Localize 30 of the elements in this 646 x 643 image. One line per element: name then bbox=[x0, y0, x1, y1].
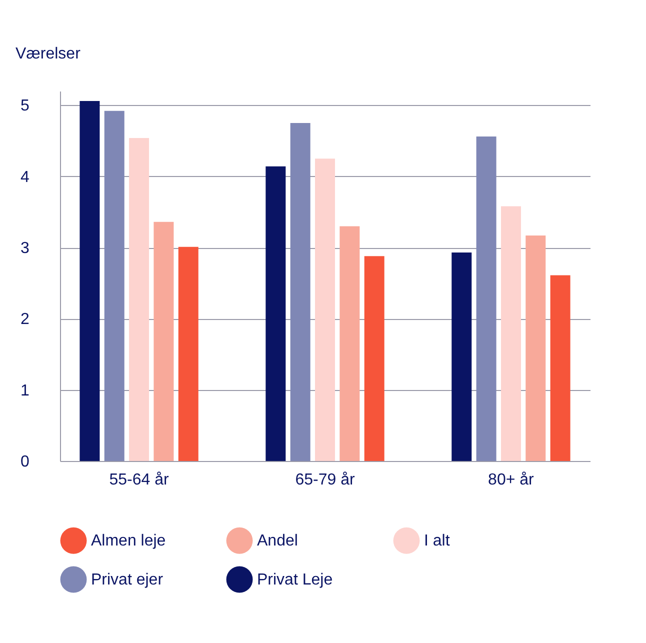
bar bbox=[452, 252, 472, 461]
bar bbox=[550, 275, 570, 461]
y-tick-label: 3 bbox=[20, 240, 30, 258]
x-tick-label: 65-79 år bbox=[295, 472, 356, 488]
bar bbox=[154, 222, 174, 461]
x-tick-label: 55-64 år bbox=[109, 472, 170, 488]
y-tick-label: 4 bbox=[20, 168, 30, 186]
x-tick-label: 80+ år bbox=[488, 472, 535, 488]
legend-label: Almen leje bbox=[91, 532, 166, 550]
bar bbox=[476, 136, 496, 461]
bar bbox=[315, 158, 335, 461]
bar bbox=[526, 235, 546, 461]
bar bbox=[80, 100, 100, 461]
y-tick-label: 1 bbox=[20, 382, 30, 400]
legend-label: Privat Leje bbox=[257, 572, 333, 588]
bar bbox=[500, 206, 521, 461]
bar bbox=[129, 138, 150, 461]
y-tick-label: 2 bbox=[20, 311, 30, 328]
bar bbox=[104, 110, 124, 461]
y-tick-label: 5 bbox=[20, 98, 30, 115]
y-tick-label: 0 bbox=[20, 454, 30, 470]
legend-label: Andel bbox=[257, 532, 298, 550]
bar bbox=[340, 226, 360, 461]
y-axis-title: Værelser bbox=[16, 46, 82, 62]
bar bbox=[266, 166, 286, 461]
legend-label: Privat ejer bbox=[91, 572, 164, 588]
legend-label: I alt bbox=[424, 532, 450, 550]
bar bbox=[178, 246, 198, 461]
bar bbox=[364, 256, 384, 461]
bar bbox=[290, 123, 310, 461]
